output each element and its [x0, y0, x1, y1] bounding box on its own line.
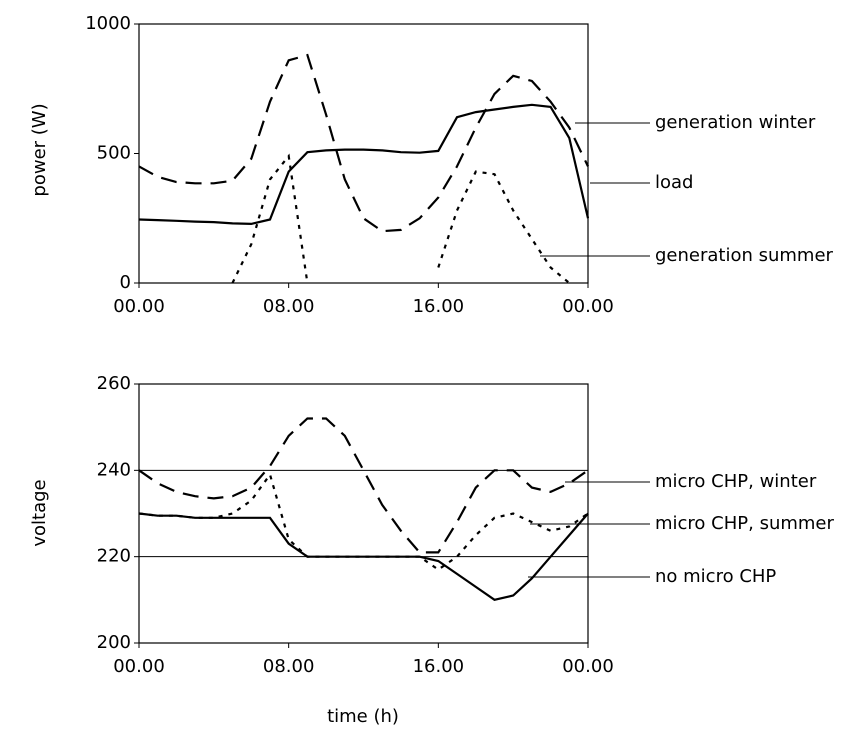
- y-tick-label: 0: [120, 272, 131, 293]
- y-tick-label: 500: [97, 143, 131, 164]
- series-line: [138, 53, 589, 233]
- y-tick-label: 260: [97, 373, 131, 394]
- x-tick-label: 08.00: [263, 296, 315, 317]
- y-tick-label: 220: [97, 546, 131, 567]
- x-tick-label: 00.00: [562, 296, 614, 317]
- series-line: [138, 472, 589, 571]
- y-tick-label: 1000: [85, 13, 131, 34]
- x-tick-label: 00.00: [113, 296, 165, 317]
- series-label: micro CHP, summer: [655, 513, 835, 534]
- series-line: [231, 153, 571, 284]
- series-label: micro CHP, winter: [655, 471, 817, 492]
- x-tick-label: 00.00: [562, 656, 614, 677]
- x-tick-label: 16.00: [413, 656, 465, 677]
- y-tick-label: 200: [97, 632, 131, 653]
- y-tick-label: 240: [97, 459, 131, 480]
- series-line: [138, 417, 589, 554]
- series-label: generation winter: [655, 112, 816, 133]
- series-label: load: [655, 172, 693, 193]
- x-axis-label: time (h): [327, 706, 399, 727]
- plot-frame: [138, 23, 589, 284]
- series-label: generation summer: [655, 245, 834, 266]
- series-line: [138, 512, 589, 601]
- x-tick-label: 00.00: [113, 656, 165, 677]
- x-tick-label: 16.00: [413, 296, 465, 317]
- y-axis-label: power (W): [29, 103, 50, 196]
- series-label: no micro CHP: [655, 566, 776, 587]
- x-tick-label: 08.00: [263, 656, 315, 677]
- series-line: [138, 103, 590, 226]
- y-axis-label: voltage: [29, 479, 50, 546]
- plot-frame: [138, 383, 589, 644]
